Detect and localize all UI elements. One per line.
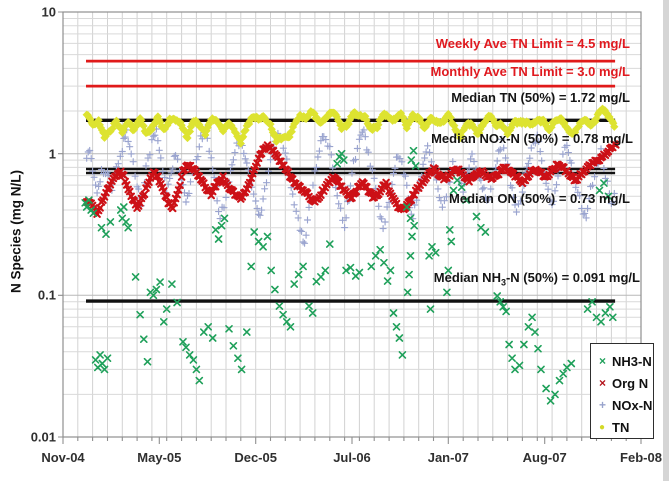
legend-item-tn: ● TN	[599, 416, 653, 438]
x-tick-label: Jan-07	[427, 450, 469, 465]
orgn-x-marker-icon: ×	[599, 376, 607, 390]
legend-label: NH3-N	[612, 353, 652, 369]
x-tick-label: Feb-08	[620, 450, 662, 465]
nh3n-x-marker-icon: ×	[599, 354, 607, 368]
legend-item-nh3n: × NH3-N	[599, 350, 653, 372]
annotation-median-tn: Median TN (50%) = 1.72 mg/L	[451, 90, 630, 105]
y-tick-label: 0.1	[37, 287, 56, 303]
legend-box: × NH3-N × Org N + NOx-N ● TN	[590, 343, 654, 439]
annotation-median-on: Median ON (50%) = 0.73 mg/L	[449, 191, 630, 206]
y-tick-label: 0.01	[30, 429, 56, 445]
series-tn	[82, 104, 619, 148]
x-tick-label: Aug-07	[522, 450, 567, 465]
x-tick-label: Jul-06	[333, 450, 371, 465]
y-tick-label: 1	[48, 146, 56, 162]
annotation-median-nh3: Median NH3-N (50%) = 0.091 mg/L	[434, 270, 640, 291]
noxn-plus-marker-icon: +	[599, 398, 607, 412]
axis-ticks	[58, 11, 642, 444]
legend-label: TN	[612, 419, 630, 435]
annotation-median-nh3-suffix: -N (50%) = 0.091 mg/L	[505, 270, 640, 285]
tn-dot-marker-icon: ●	[599, 421, 606, 433]
legend-item-noxn: + NOx-N	[599, 394, 653, 416]
annotation-weekly-tn-limit: Weekly Ave TN Limit = 4.5 mg/L	[435, 36, 630, 51]
legend-label: NOx-N	[612, 397, 653, 413]
grid-vertical	[77, 12, 627, 437]
x-tick-label: May-05	[137, 450, 182, 465]
legend-label: Org N	[612, 375, 649, 391]
annotation-median-nh3-sub: 3	[500, 277, 506, 288]
screen-edge-strip	[663, 0, 669, 481]
x-tick-label: Dec-05	[234, 450, 277, 465]
x-tick-label: Nov-04	[41, 450, 85, 465]
series-nh3-n	[81, 146, 617, 405]
annotation-median-nh3-prefix: Median NH	[433, 270, 501, 285]
legend-item-orgn: × Org N	[599, 372, 653, 394]
annotation-median-nox: Median NOx-N (50%) = 0.78 mg/L	[431, 131, 633, 146]
annotation-monthly-tn-limit: Monthly Ave TN Limit = 3.0 mg/L	[430, 64, 630, 79]
y-tick-label: 10	[41, 4, 56, 20]
